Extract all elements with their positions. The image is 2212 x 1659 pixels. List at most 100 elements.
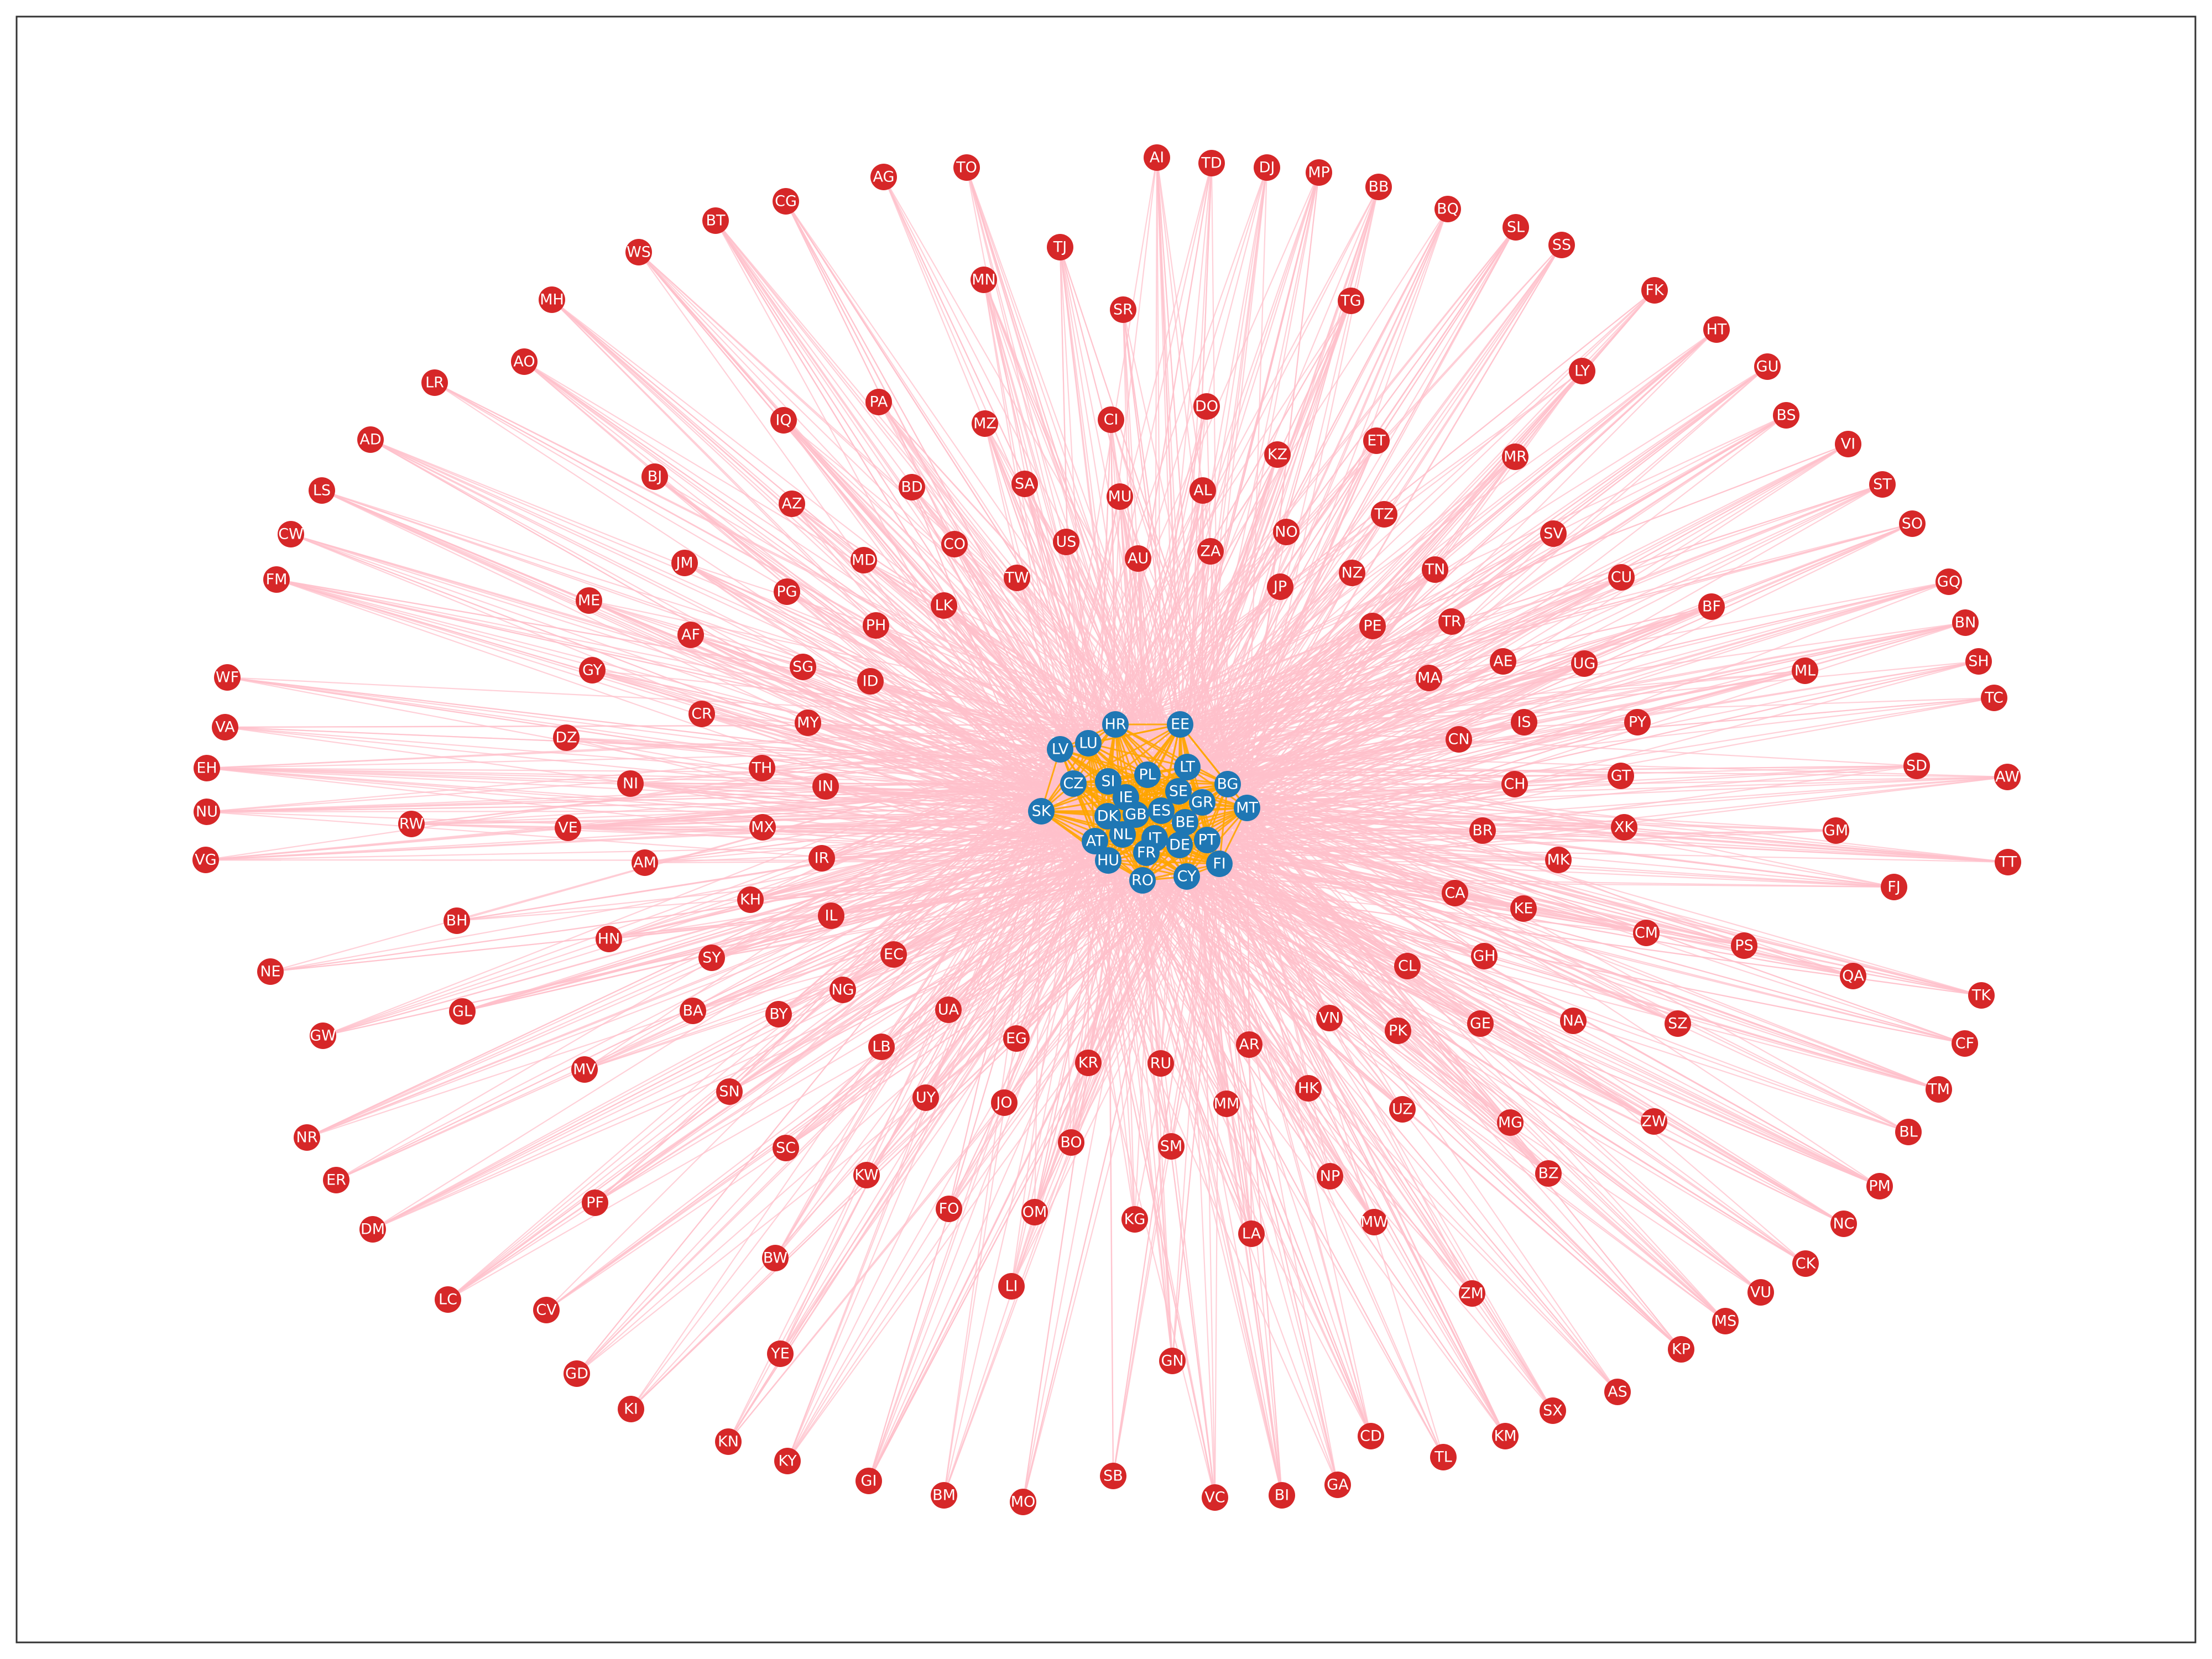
edge-BM [943, 749, 1061, 1496]
node-circle [1095, 847, 1121, 874]
node-circle [1434, 196, 1461, 222]
edge-KI [630, 852, 1147, 1410]
node-tw: TW [1004, 565, 1030, 591]
node-label: PY [1629, 714, 1647, 731]
node-label: HK [1298, 1080, 1319, 1097]
edge-RU [1041, 811, 1161, 1064]
node-label: LI [1005, 1278, 1018, 1295]
node-label: TL [1434, 1449, 1452, 1466]
node-circle [596, 926, 622, 952]
node-td: TD [1198, 150, 1225, 176]
node-label: MW [1360, 1214, 1388, 1231]
edge-GW [322, 723, 1116, 1037]
edge-TL [1246, 807, 1444, 1458]
node-circle [1936, 568, 1962, 595]
node-is: IS [1511, 709, 1537, 735]
edge-NR [306, 774, 1148, 1139]
node-sr: SR [1110, 296, 1136, 323]
node-vn: VN [1316, 1005, 1343, 1031]
node-circle [912, 1084, 939, 1111]
edge-TK [1178, 790, 1982, 997]
edge-FM [276, 578, 1148, 776]
edge-CD [1145, 852, 1372, 1437]
node-label: BT [706, 212, 726, 229]
node-sm: SM [1158, 1133, 1185, 1160]
edge-SX [1207, 839, 1553, 1411]
node-circle [1109, 821, 1136, 848]
node-label: DO [1195, 398, 1218, 415]
node-ps: PS [1731, 932, 1757, 959]
edge-FJ [1185, 821, 1895, 888]
edge-LC [447, 781, 1109, 1300]
edge-VC [1072, 783, 1216, 1498]
edge-GM [1246, 807, 1837, 832]
node-label: MV [573, 1061, 596, 1078]
node-tm: TM [1926, 1076, 1952, 1103]
node-label: ST [1873, 476, 1892, 493]
node-label: CI [1104, 411, 1119, 429]
node-lb: LB [868, 1034, 895, 1060]
node-kn: KN [715, 1428, 742, 1455]
node-tl: TL [1430, 1444, 1457, 1470]
edge-BL [1187, 766, 1909, 1133]
node-circle [1011, 471, 1038, 497]
node-label: GL [452, 1003, 472, 1020]
plot-frame [15, 15, 2197, 1644]
node-label: SH [1968, 653, 1989, 670]
node-mt: MT [1234, 795, 1260, 821]
node-circle [991, 1089, 1018, 1116]
node-label: LU [1079, 735, 1097, 752]
node-circle [1469, 817, 1496, 844]
node-circle [830, 977, 856, 1003]
node-circle [539, 286, 565, 313]
edge-KY [787, 822, 1186, 1462]
edge-PY [1227, 721, 1638, 785]
node-km: KM [1492, 1423, 1519, 1449]
node-label: CM [1635, 925, 1658, 942]
edge-MS [1202, 802, 1726, 1322]
node-pk: PK [1385, 1018, 1411, 1044]
edge-MH [551, 299, 1061, 750]
node-circle [1754, 353, 1781, 380]
edge-BI [1146, 774, 1283, 1496]
edge-PE [1108, 625, 1373, 782]
edge-MH [551, 299, 1089, 744]
node-ma: MA [1416, 665, 1442, 691]
node-label: MY [797, 714, 819, 732]
edge-BI [1184, 822, 1283, 1496]
node-gr: GR [1189, 789, 1215, 816]
node-label: SC [776, 1140, 796, 1157]
node-label: ME [578, 592, 600, 609]
edge-NU [206, 811, 1095, 842]
node-gm: GM [1823, 817, 1849, 844]
node-circle [1394, 953, 1421, 979]
edge-AS [1041, 811, 1618, 1392]
edge-VC [1141, 880, 1216, 1498]
edge-FJ [1115, 723, 1895, 888]
node-label: TZ [1374, 506, 1394, 523]
edge-SB [1112, 839, 1208, 1477]
node-circle [1608, 763, 1634, 789]
node-label: NZ [1342, 565, 1363, 582]
node-label: MN [972, 272, 996, 289]
edge-BF [1187, 606, 1712, 768]
edge-GD [576, 844, 1180, 1374]
edge-BT [715, 220, 1116, 725]
node-label: SY [702, 950, 721, 967]
node-circle [770, 407, 797, 434]
node-label: GA [1327, 1477, 1349, 1494]
edge-BF [1227, 606, 1712, 785]
node-ws: WS [625, 239, 652, 265]
edge-MS [1154, 838, 1726, 1322]
node-circle [194, 755, 220, 781]
node-fr: FR [1133, 839, 1160, 866]
edge-GD [576, 834, 1123, 1374]
node-label: FO [939, 1201, 959, 1218]
edge-KY [787, 816, 1108, 1462]
node-circle [1174, 754, 1201, 780]
eu-edge [1040, 724, 1117, 812]
node-circle [263, 566, 290, 593]
edge-BL [1178, 791, 1909, 1133]
node-circle [1569, 358, 1595, 384]
node-cg: CG [773, 188, 799, 215]
